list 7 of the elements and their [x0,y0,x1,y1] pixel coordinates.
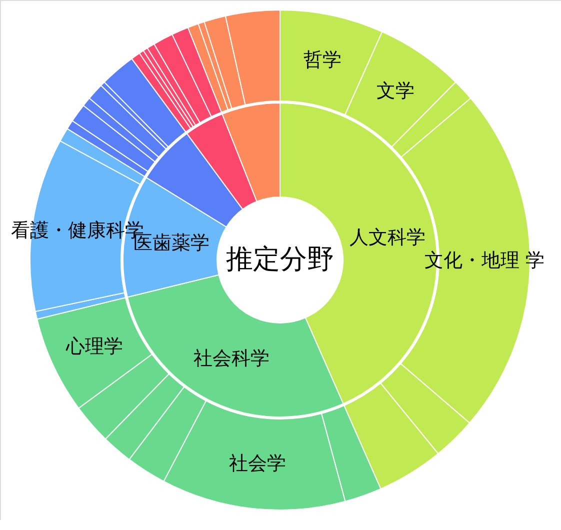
data-label: 哲学 [304,49,342,72]
data-label: 人文科学 [350,226,426,248]
text: 推定分野 [226,244,334,275]
data-label: 社会学 [229,452,286,474]
data-label: 社会科学 [193,348,270,370]
data-label: 心理学 [65,335,124,358]
data-label: 文学 [376,80,414,102]
